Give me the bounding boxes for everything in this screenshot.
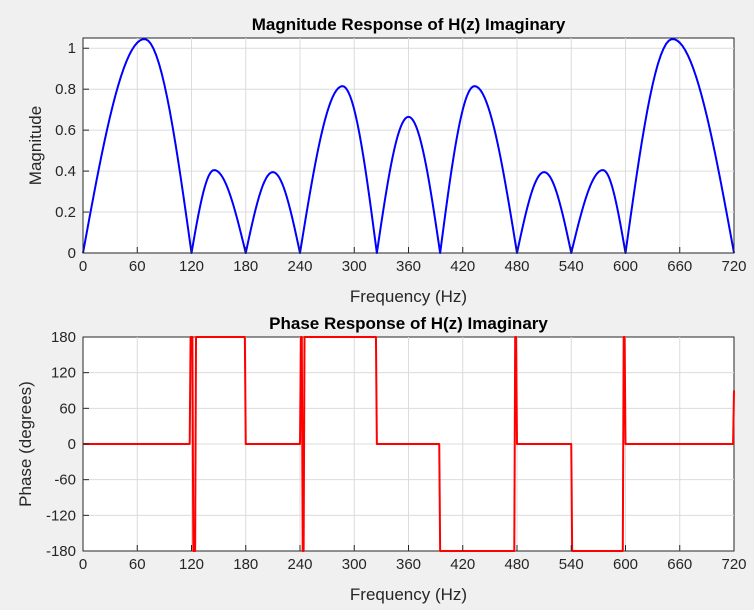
- magnitude-xtick-label: 120: [179, 258, 204, 275]
- magnitude-xtick-label: 480: [504, 258, 529, 275]
- phase-xlabel: Frequency (Hz): [350, 585, 467, 604]
- magnitude-xtick-label: 600: [613, 258, 638, 275]
- magnitude-axes: 0 60 120 180 240 300 360 420 480 540 600 660 720 0 0.2…: [26, 15, 747, 306]
- magnitude-ylabel: Magnitude: [26, 106, 45, 185]
- phase-xtick-label: 240: [287, 556, 312, 573]
- magnitude-xtick-label: 540: [559, 258, 584, 275]
- phase-title: Phase Response of H(z) Imaginary: [269, 314, 548, 333]
- phase-axes: 0 60 120 180 240 300 360 420 480 540 600 660 7201801…: [16, 314, 747, 604]
- magnitude-ytick-label: 0.8: [55, 81, 76, 98]
- phase-ticks: 0 60 120 180 240 300 360 420 480 540 600 660 7201801…: [46, 329, 747, 573]
- phase-xtick-label: 0: [79, 556, 87, 573]
- phase-xtick-label: 720: [721, 556, 746, 573]
- magnitude-ytick-label: 0.2: [55, 204, 76, 221]
- magnitude-xtick-label: 360: [396, 258, 421, 275]
- magnitude-xtick-label: 720: [721, 258, 746, 275]
- phase-ytick-label: -180: [46, 543, 76, 560]
- magnitude-ytick-label: 0.6: [55, 122, 76, 139]
- phase-xtick-label: 60: [129, 556, 146, 573]
- magnitude-xtick-label: 300: [342, 258, 367, 275]
- phase-xtick-label: 600: [613, 556, 638, 573]
- phase-xtick-label: 480: [504, 556, 529, 573]
- magnitude-xtick-label: 660: [667, 258, 692, 275]
- magnitude-xtick-label: 180: [233, 258, 258, 275]
- phase-ylabel: Phase (degrees): [16, 381, 35, 507]
- magnitude-xtick-label: 60: [129, 258, 146, 275]
- magnitude-series: [82, 38, 735, 254]
- phase-xtick-label: 540: [559, 556, 584, 573]
- magnitude-xlabel: Frequency (Hz): [350, 287, 467, 306]
- magnitude-ytick-label: 1: [68, 40, 76, 57]
- magnitude-ytick-label: 0: [68, 245, 76, 262]
- phase-xtick-label: 360: [396, 556, 421, 573]
- phase-ytick-label: -120: [46, 507, 76, 524]
- phase-ytick-label: 120: [51, 365, 76, 382]
- magnitude-ticks: 0 60 120 180 240 300 360 420 480 540 600 660 720 0 0.2…: [55, 40, 746, 275]
- magnitude-ytick-label: 0.4: [55, 163, 76, 180]
- phase-xtick-label: 300: [342, 556, 367, 573]
- phase-series-line: [83, 336, 735, 552]
- phase-ytick-label: 180: [51, 329, 76, 346]
- magnitude-grid: [83, 38, 734, 253]
- magnitude-xtick-label: 240: [287, 258, 312, 275]
- phase-ytick-label: 60: [59, 400, 76, 417]
- phase-xtick-label: 120: [179, 556, 204, 573]
- phase-xtick-label: 180: [233, 556, 258, 573]
- magnitude-series-line: [82, 38, 735, 254]
- phase-xtick-label: 660: [667, 556, 692, 573]
- phase-ytick-label: -60: [54, 472, 76, 489]
- phase-xtick-label: 420: [450, 556, 475, 573]
- magnitude-xtick-label: 420: [450, 258, 475, 275]
- magnitude-xtick-label: 0: [79, 258, 87, 275]
- phase-ytick-label: 0: [68, 436, 76, 453]
- phase-series: [83, 336, 735, 552]
- magnitude-title: Magnitude Response of H(z) Imaginary: [252, 15, 566, 34]
